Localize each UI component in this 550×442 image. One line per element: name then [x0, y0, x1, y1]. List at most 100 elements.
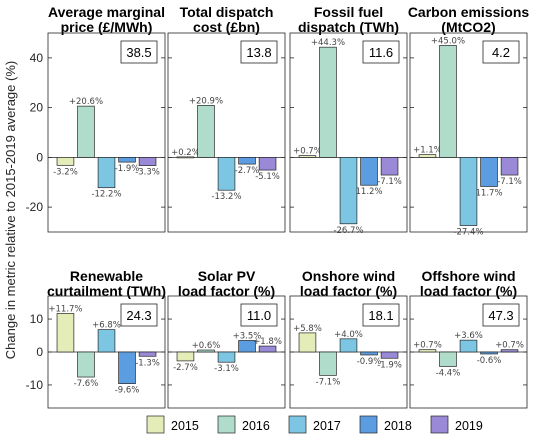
average-value: 13.8	[246, 45, 271, 60]
panel-frame	[47, 32, 166, 233]
data-label: -26.7%	[333, 226, 363, 236]
data-label: +0.7%	[413, 341, 442, 351]
bar	[77, 351, 95, 378]
data-label: +0.2%	[171, 148, 200, 158]
y-tick-label: 10	[30, 312, 44, 326]
data-label: -1.9%	[377, 360, 402, 370]
average-box	[120, 40, 158, 64]
panel-title: cost (£bn)	[193, 19, 260, 35]
data-label: -0.6%	[477, 356, 502, 366]
data-label: -7.1%	[377, 177, 402, 187]
legend-label: 2017	[313, 419, 341, 433]
average-value: 11.0	[247, 308, 271, 323]
bar	[217, 351, 236, 363]
data-label: +0.6%	[192, 341, 221, 351]
average-value: 47.3	[488, 308, 513, 323]
legend-swatch	[430, 415, 449, 434]
bar	[197, 105, 215, 158]
legend-label: 2016	[242, 419, 270, 433]
bar	[459, 339, 478, 353]
legend-label: 2019	[455, 419, 483, 433]
bar	[97, 329, 116, 353]
bar	[500, 349, 519, 353]
data-label: -9.6%	[115, 386, 140, 396]
bar	[138, 157, 157, 166]
panel-frame	[167, 32, 286, 233]
bar	[418, 349, 437, 353]
data-label: -13.2%	[211, 192, 241, 202]
bar	[56, 313, 75, 353]
average-value: 11.6	[369, 45, 393, 60]
bar	[138, 351, 157, 357]
bar	[418, 154, 437, 158]
bar	[360, 351, 378, 356]
legend: 2015 2016 2017 2018 2019	[146, 415, 483, 434]
data-label: +3.6%	[454, 331, 483, 341]
data-label: +20.9%	[189, 96, 223, 106]
average-box	[482, 40, 520, 64]
data-label: +20.6%	[69, 97, 103, 107]
panel-title: price (£/MWh)	[61, 19, 153, 35]
bar	[217, 157, 236, 191]
y-tick-label: 0	[36, 150, 43, 164]
panel-title: Total dispatch	[180, 4, 274, 20]
y-tick-label: 0	[36, 345, 43, 359]
bar	[118, 351, 136, 384]
bar	[258, 157, 277, 171]
data-label: -1.9%	[115, 164, 140, 174]
data-label: +3.5%	[233, 331, 262, 341]
bar	[258, 345, 277, 353]
data-label: -7.1%	[316, 377, 341, 387]
data-label: -3.2%	[53, 167, 78, 177]
bar	[319, 351, 337, 376]
panel-frame	[289, 32, 408, 233]
legend-swatch	[217, 415, 236, 434]
panel-title: Onshore wind	[302, 268, 395, 284]
bar	[56, 157, 75, 166]
bar	[298, 332, 317, 353]
bar	[380, 351, 399, 359]
panel-title: (MtCO2)	[441, 19, 495, 35]
data-label: +1.8%	[253, 337, 282, 347]
y-tick-label: 40	[30, 51, 44, 65]
data-label: 11.2%	[356, 187, 383, 197]
bar	[439, 351, 457, 367]
data-label: +44.3%	[311, 38, 345, 48]
bar	[97, 157, 116, 189]
bar	[176, 351, 195, 362]
data-label: -4.4%	[436, 368, 461, 378]
data-label: +1.1%	[413, 146, 442, 156]
bar	[500, 157, 519, 176]
average-value: 18.1	[368, 308, 393, 323]
data-label: -3.1%	[214, 364, 239, 374]
bar	[298, 155, 317, 158]
bar	[197, 349, 215, 353]
panel-title: Average marginal	[48, 4, 165, 20]
average-box	[240, 303, 278, 327]
legend-swatch	[288, 415, 307, 434]
y-tick-label: -10	[26, 378, 44, 392]
data-label: +4.0%	[334, 330, 363, 340]
data-label: +6.8%	[92, 321, 121, 331]
data-label: +45.0%	[431, 36, 465, 46]
bar	[238, 340, 256, 353]
panel-title: Solar PV	[198, 268, 256, 284]
bar	[339, 338, 358, 353]
bar	[439, 45, 457, 158]
bar	[380, 157, 399, 176]
data-label: -7.1%	[497, 177, 522, 187]
panel-0-3: Carbon emissions(MtCO2) +1.1% +45.0% -27.4%…	[408, 4, 530, 238]
panel-title: dispatch (TWh)	[298, 19, 399, 35]
data-label: 11.7%	[476, 188, 503, 198]
data-label: -1.3%	[135, 358, 160, 368]
data-label: -7.6%	[74, 379, 99, 389]
bar	[480, 157, 498, 187]
average-box	[362, 40, 400, 64]
panel-title: load factor (%)	[420, 283, 517, 299]
